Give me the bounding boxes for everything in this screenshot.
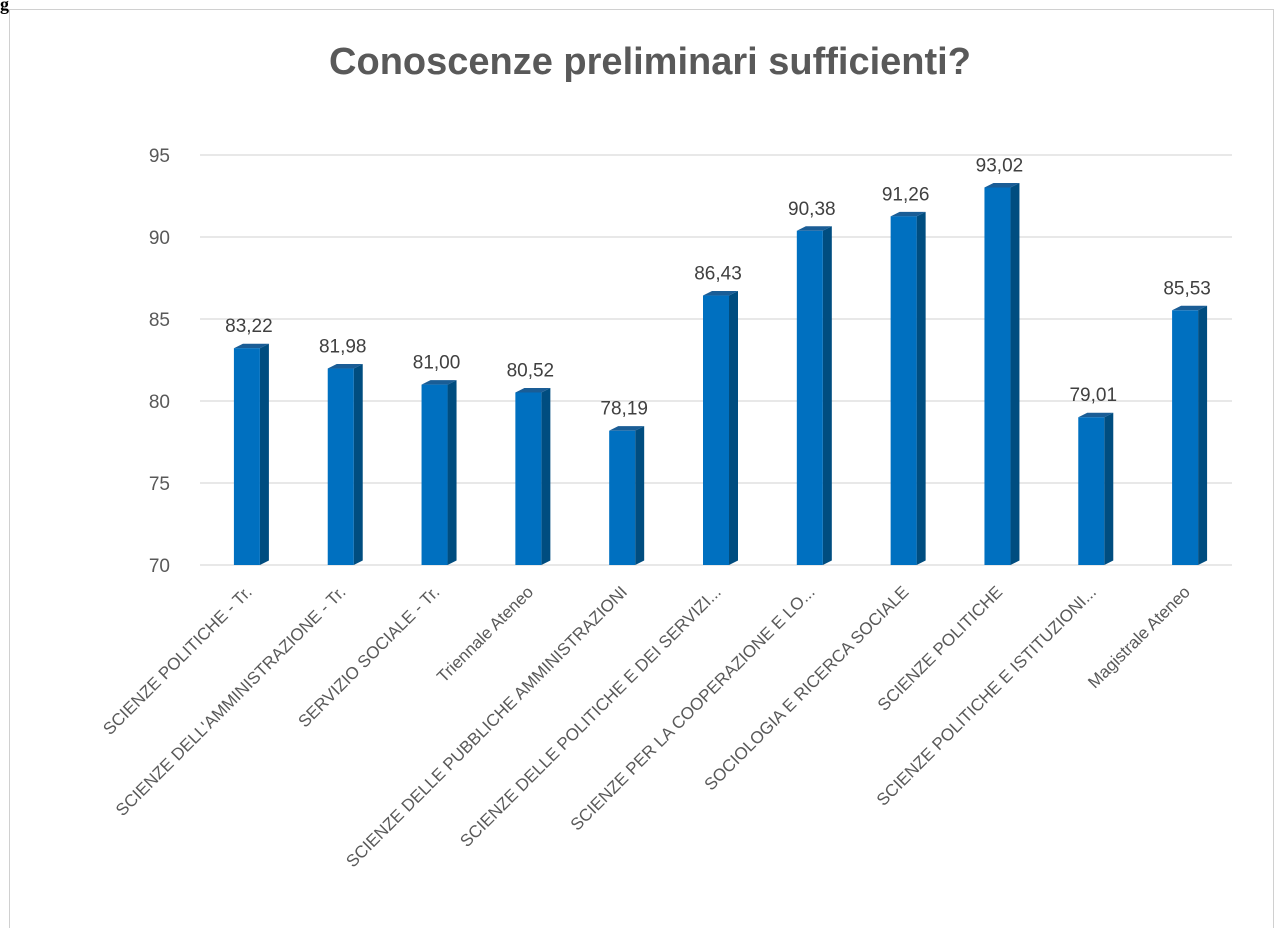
bar-side [259,343,269,565]
bar-front [233,348,260,565]
bar [609,426,645,565]
bar-side [353,364,363,565]
x-tick-label: Triennale Ateneo [433,582,537,686]
bar-front [515,392,542,565]
bar-top [796,226,832,231]
bar-side [1104,412,1114,565]
bar-front [1078,417,1105,565]
bar [703,291,738,565]
bar-top [1172,305,1208,311]
bar-front [703,295,729,565]
bar-top [609,426,645,431]
bar-side [729,291,738,565]
data-label: 93,02 [976,155,1024,176]
x-tick-label: Magistrale Ateneo [1084,582,1194,692]
chart-title: Conoscenze preliminari sufficienti? [329,41,971,83]
data-label: 79,01 [1069,385,1117,406]
bar-front [421,384,448,565]
bar-front [327,368,354,565]
y-tick-label: 75 [149,474,170,495]
figure-label: g [0,0,9,14]
data-label: 90,38 [788,199,836,220]
bar [1172,305,1208,565]
data-label: 81,98 [319,337,367,358]
bar [421,380,457,565]
bar [890,211,926,565]
data-label: 81,00 [413,353,461,374]
data-label: 91,26 [882,184,930,205]
bar [984,182,1020,566]
bar-front [796,230,823,565]
data-label: 85,53 [1163,278,1211,299]
bar-top [515,387,551,393]
bar-top [703,291,738,296]
data-label: 86,43 [694,264,742,285]
bar-top [233,343,269,349]
bar-top [1078,412,1114,418]
value-labels: 83,22 81,98 81,00 80,52 78,19 86,43 90,38 91,26… [225,155,1211,419]
data-label: 80,52 [507,360,555,381]
y-tick-label: 80 [149,392,170,413]
x-tick-label: SOCIOLOGIA E RICERCA SOCIALE [701,582,913,794]
bar-chart: Conoscenze preliminari sufficienti? 70 75… [99,41,1232,871]
bar-front [890,216,917,565]
bar [515,387,551,565]
bar [233,343,269,565]
y-tick-label: 95 [149,146,170,167]
bar-side [1010,182,1020,566]
y-tick-label: 85 [149,310,170,331]
x-tick-label: SCIENZE POLITICHE E ISTITUZIONI... [873,582,1100,809]
bar-side [541,387,551,565]
bar-front [1172,310,1199,565]
bar [327,364,363,565]
bar-top [984,182,1020,188]
category-labels: SCIENZE POLITICHE - Tr.SCIENZE DELL'AMMI… [99,582,1194,871]
bar-side [916,211,926,565]
bar [1078,412,1114,565]
bar-side [822,226,832,565]
y-axis-ticks: 70 75 80 85 90 95 [149,146,170,577]
bar-front [609,430,636,565]
bar-side [447,380,457,565]
y-tick-label: 70 [149,556,170,577]
bar-front [984,187,1011,566]
bar-side [635,426,645,565]
bars [233,182,1208,566]
data-label: 83,22 [225,316,273,337]
bar-side [1198,305,1208,565]
chart-frame: Conoscenze preliminari sufficienti? 70 75… [9,9,1274,928]
y-tick-label: 90 [149,228,170,249]
bar-top [890,211,926,217]
bar-top [327,364,363,369]
bar-top [421,380,457,385]
x-tick-label: SCIENZE POLITICHE - Tr. [99,582,255,738]
bar [796,226,832,565]
data-label: 78,19 [600,399,648,420]
